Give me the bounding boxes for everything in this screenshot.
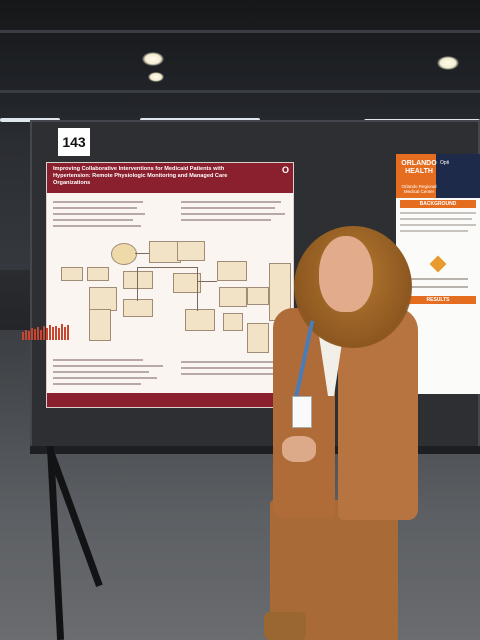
flowchart-node [223,313,243,331]
orlando-health-logo: ORLANDO HEALTH [399,160,439,176]
flowchart-node [217,261,247,281]
university-logo: O The Ohio State University [282,168,289,173]
text-line [408,278,468,280]
flowchart-node [219,287,247,307]
text-line [400,224,476,226]
flowchart-edge [137,267,197,268]
results-bar-chart [22,324,80,340]
ceiling-truss [0,90,480,93]
presenter-shoe [264,612,306,640]
section-heading: BACKGROUND [400,200,476,208]
ceiling-light [142,52,164,66]
flowchart-edge [197,281,217,282]
text-line [181,361,281,363]
section-heading: RESULTS [400,296,476,304]
text-line [181,219,271,221]
research-poster: Improving Collaborative Interventions fo… [46,162,294,408]
flowchart-node [123,271,153,289]
flowchart-node [111,243,137,265]
flowchart-node [123,299,153,317]
flowchart-node [247,323,269,353]
flowchart-node [247,287,269,305]
presenter-hands [282,436,316,462]
text-line [53,201,143,203]
flowchart-edge [197,267,198,311]
poster-footer [47,393,293,407]
text-line [400,218,472,220]
flowchart-node [61,267,83,281]
flowchart-node [87,267,109,281]
text-line [53,219,133,221]
poster-title: Improving Collaborative Interventions fo… [53,166,259,187]
flowchart-edge [137,267,138,301]
text-line [181,367,277,369]
text-line [53,371,149,373]
ceiling-light [437,56,459,70]
neighbor-poster-title: Opti [440,160,480,166]
flowchart-node [89,287,117,311]
text-line [181,373,285,375]
text-line [181,213,285,215]
text-line [53,225,141,227]
neighbor-poster-subtitle: Orlando Regional Medical Center [398,184,440,194]
presenter-face [319,236,373,312]
ceiling-truss [0,30,480,33]
text-line [53,365,163,367]
text-line [53,377,157,379]
poster-header: Improving Collaborative Interventions fo… [47,163,293,193]
ceiling-light [148,72,164,82]
text-line [53,213,145,215]
flowchart-node [89,309,111,341]
text-line [53,383,141,385]
booth-number: 143 [58,128,90,156]
text-line [53,359,143,361]
text-line [53,207,137,209]
orlando-health-logo-text: ORLANDO HEALTH [399,160,439,176]
flowchart-decision [430,256,447,273]
text-line [408,286,468,288]
flowchart-node [185,309,215,331]
text-line [181,207,275,209]
text-line [400,212,476,214]
name-badge [292,396,312,428]
flowchart-edge [135,253,149,254]
flowchart-node [177,241,205,261]
text-line [181,201,281,203]
text-line [400,230,468,232]
